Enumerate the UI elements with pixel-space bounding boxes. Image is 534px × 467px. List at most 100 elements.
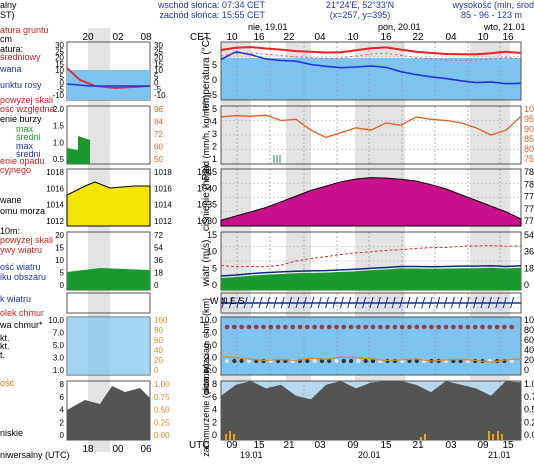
cloud-top-dot — [451, 324, 456, 330]
legend-text: enie opadu — [0, 156, 45, 166]
tick-label: 10.0 — [199, 315, 217, 325]
cloud-top-dot — [378, 324, 383, 330]
cloud-top-dot — [385, 324, 390, 330]
legend-text: ywy wiatru — [0, 245, 42, 255]
mini-pressure-area — [66, 181, 151, 227]
axis-label: W N E S — [210, 296, 245, 306]
tick-label: 5 — [212, 263, 217, 273]
legend-text: średni — [16, 132, 41, 142]
tick-label: 18 — [524, 263, 534, 273]
legend-text: omu morza — [0, 206, 45, 216]
cloud-base-dot — [239, 358, 244, 364]
cloud-top-dot — [429, 324, 434, 330]
tick-label: 0.50 — [524, 405, 534, 415]
mini-tick: 25 — [154, 47, 163, 56]
tick-label: 5 — [212, 60, 217, 70]
cloud-cover-area — [221, 381, 521, 440]
legend-text: 10m: — [0, 226, 20, 236]
mini-tick: 0.00 — [154, 431, 170, 440]
hour-label: 09 — [226, 440, 238, 451]
mini-tick: 40 — [154, 346, 163, 355]
legend-text: ST) — [0, 10, 15, 20]
wind-speed-line — [220, 265, 522, 277]
mini-tick: 10 — [55, 256, 64, 265]
tick-label: 80 — [524, 144, 534, 154]
mini-hour-label: 02 — [112, 32, 124, 43]
day-label: 20.01 — [358, 450, 381, 460]
night-band — [286, 42, 311, 440]
sunrise-text: wschód słońca: 07:34 CET — [157, 0, 266, 10]
legend-text: atura gruntu — [0, 25, 49, 35]
mini-tick: 2 — [60, 418, 65, 427]
tick-label: 5 — [212, 104, 217, 114]
ground-temp-line — [220, 52, 522, 61]
hour-label: 03 — [314, 440, 326, 451]
cloud-base-dot — [356, 358, 361, 364]
humidity-line — [220, 114, 522, 139]
legend-text: atura: — [0, 44, 23, 54]
mini-tick: 0 — [60, 281, 65, 290]
panel-frame — [220, 41, 522, 101]
cloud-top-dot — [253, 324, 259, 330]
mini-tick: 0 — [60, 79, 65, 88]
mini-tick: 54 — [154, 244, 163, 253]
mini-tick: 1016 — [154, 184, 172, 193]
cloud-top-dot — [414, 324, 420, 330]
cloud-top-dot — [494, 324, 500, 330]
tick-label: 54 — [524, 230, 534, 240]
cloud-top-dot — [392, 324, 398, 330]
mini-tick: 7.0 — [53, 329, 65, 338]
mini-precip-bars — [67, 136, 90, 164]
mini-tick: 6 — [60, 393, 65, 402]
wind-speed-area — [221, 267, 521, 290]
day-label: 21.01 — [488, 450, 511, 460]
cloud-top-dot — [305, 324, 310, 330]
hour-label: 22 — [412, 32, 424, 43]
mini-tick: 0 — [60, 431, 65, 440]
mini-tick: 1012 — [154, 217, 172, 226]
night-band — [355, 42, 405, 440]
mini-tick: 60 — [154, 143, 163, 152]
mini-tick: 1016 — [46, 184, 64, 193]
temperature-line — [220, 46, 522, 56]
mini-hour-label: 20 — [82, 32, 94, 43]
cloud-top-dot — [290, 324, 296, 330]
sunset-text: zachód słońca: 15:55 CET — [159, 10, 265, 20]
cloud-top-dot — [275, 324, 281, 330]
cloud-top-dot — [399, 324, 405, 330]
legend-text: średni — [16, 149, 41, 159]
precip-bar — [225, 434, 227, 440]
pressure-area — [220, 177, 522, 227]
night-band — [470, 42, 510, 440]
mini-tick: 72 — [154, 130, 163, 139]
mini-dew-line — [66, 83, 150, 87]
tick-label: 77 — [524, 192, 534, 202]
cloud-base-dot — [363, 358, 368, 364]
cloud-top-dot — [326, 324, 332, 330]
legend-text: ość — [0, 378, 15, 388]
day-label: 19.01 — [240, 450, 263, 460]
cloud-base-dot — [341, 358, 346, 364]
cloud-base-dot — [305, 358, 310, 364]
legend-text: niskie — [0, 428, 23, 438]
legend-text: cm — [0, 34, 12, 44]
tick-label: 0.25 — [524, 417, 534, 427]
legend-text: cyjnego — [0, 165, 31, 175]
mini-tick: 0.5 — [53, 155, 65, 164]
utc-label: UTC — [189, 440, 210, 451]
mini-tick: 1.0 — [53, 366, 65, 375]
cloud-top-dot — [443, 324, 449, 330]
mini-tick: 1014 — [46, 201, 64, 210]
hour-label: 15 — [380, 440, 392, 451]
mini-tick: -5 — [154, 85, 162, 94]
cloud-top-dot — [436, 324, 442, 330]
hour-label: 15 — [502, 440, 514, 451]
legend-text: unktu rosy — [0, 80, 42, 90]
hour-label: 10 — [347, 32, 359, 43]
legend-text: max — [16, 124, 34, 134]
precip-bar — [233, 434, 235, 440]
mini-tick: 0.50 — [154, 406, 170, 415]
legend-text: ość wiatru — [0, 262, 41, 272]
altitude-text: wysokość (min, środ — [451, 0, 534, 10]
